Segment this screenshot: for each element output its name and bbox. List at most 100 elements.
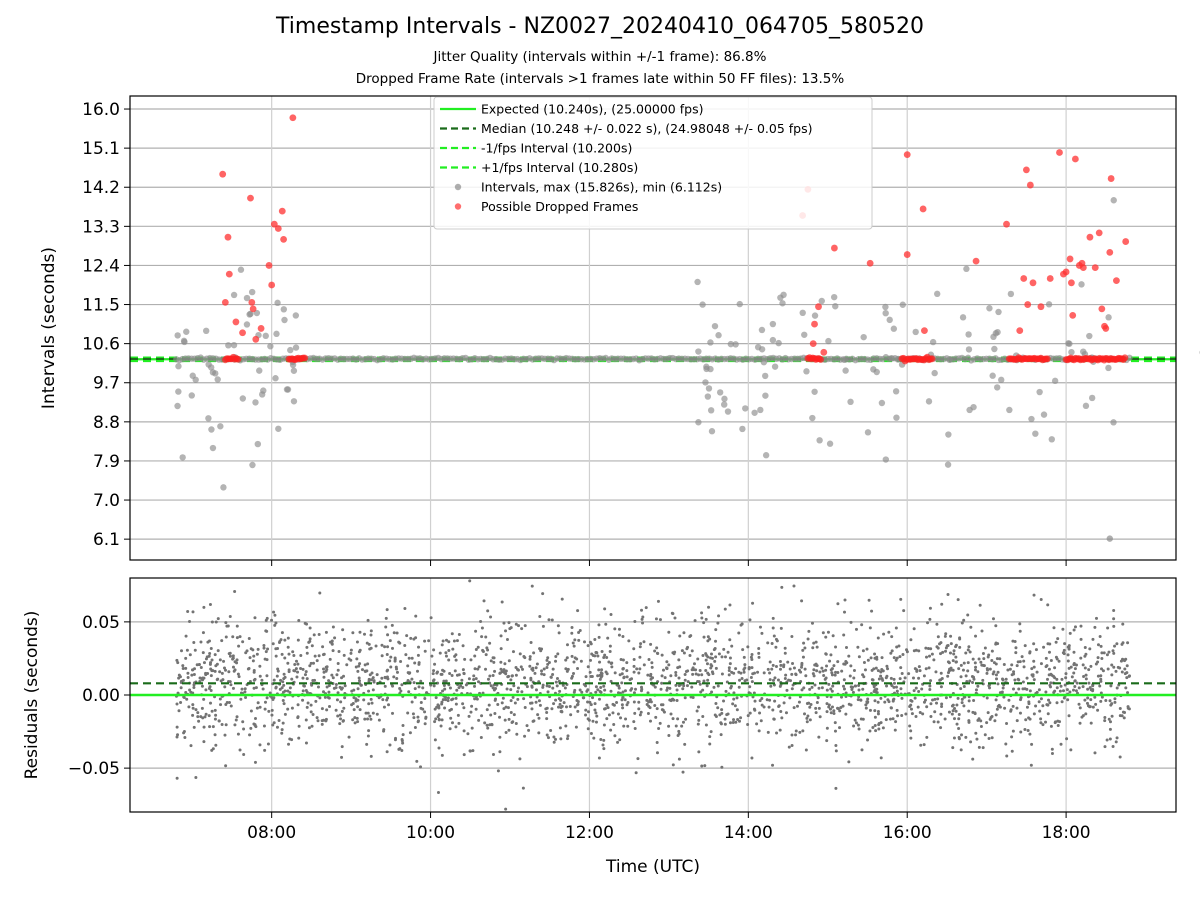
residual-point bbox=[667, 663, 671, 667]
residual-point bbox=[369, 754, 373, 758]
residual-point bbox=[925, 705, 929, 709]
residual-point bbox=[889, 651, 893, 655]
residual-point bbox=[198, 676, 202, 680]
residual-point bbox=[533, 671, 537, 675]
residual-point bbox=[708, 637, 712, 641]
residual-point bbox=[944, 696, 948, 700]
interval-point bbox=[711, 322, 719, 330]
residual-point bbox=[323, 695, 327, 699]
residual-point bbox=[1004, 677, 1008, 681]
residual-point bbox=[877, 721, 881, 725]
residual-point bbox=[776, 678, 780, 682]
residual-point bbox=[677, 676, 681, 680]
y-tick-label: 0.05 bbox=[82, 613, 120, 633]
residual-point bbox=[671, 612, 675, 616]
residual-point bbox=[295, 659, 299, 663]
residual-point bbox=[188, 688, 192, 692]
residual-point bbox=[944, 649, 948, 653]
residual-point bbox=[729, 686, 733, 690]
residual-point bbox=[182, 695, 186, 699]
interval-point bbox=[243, 294, 251, 302]
residual-point bbox=[780, 716, 784, 720]
residual-point bbox=[515, 732, 519, 736]
residual-point bbox=[262, 724, 266, 728]
residual-point bbox=[454, 725, 458, 729]
residual-point bbox=[384, 616, 388, 620]
residual-point bbox=[1004, 742, 1008, 746]
interval-point bbox=[769, 320, 777, 328]
residual-point bbox=[851, 690, 855, 694]
residual-point bbox=[634, 687, 638, 691]
interval-point bbox=[893, 414, 900, 421]
residual-point bbox=[977, 745, 981, 749]
residual-point bbox=[790, 733, 794, 737]
residual-point bbox=[622, 724, 626, 728]
residual-point bbox=[311, 713, 315, 717]
residual-point bbox=[1055, 677, 1059, 681]
residual-point bbox=[597, 756, 601, 760]
residual-point bbox=[737, 670, 741, 674]
residual-point bbox=[363, 669, 367, 673]
residual-point bbox=[1094, 702, 1098, 706]
residual-point bbox=[500, 701, 504, 705]
residual-point bbox=[554, 737, 558, 741]
residual-point bbox=[1126, 641, 1130, 645]
residual-point bbox=[434, 717, 438, 721]
residual-point bbox=[624, 717, 628, 721]
residual-point bbox=[1010, 735, 1014, 739]
residual-point bbox=[349, 651, 353, 655]
residual-point bbox=[273, 623, 277, 627]
residual-point bbox=[523, 656, 527, 660]
residual-point bbox=[909, 699, 913, 703]
residual-point bbox=[296, 670, 300, 674]
residual-point bbox=[850, 687, 854, 691]
residual-point bbox=[779, 710, 783, 714]
residual-point bbox=[872, 685, 876, 689]
residual-point bbox=[254, 686, 258, 690]
residual-point bbox=[602, 723, 606, 727]
residual-point bbox=[411, 712, 415, 716]
residual-point bbox=[947, 710, 951, 714]
residual-point bbox=[413, 687, 417, 691]
dropped-frame-point bbox=[252, 335, 260, 343]
interval-point bbox=[873, 368, 880, 376]
residual-point bbox=[209, 688, 213, 692]
residual-point bbox=[461, 685, 465, 689]
interval-point bbox=[751, 409, 758, 416]
residual-point bbox=[800, 661, 804, 665]
residual-point bbox=[493, 669, 497, 673]
residual-point bbox=[523, 734, 527, 738]
interval-point bbox=[762, 392, 769, 399]
residual-point bbox=[476, 667, 480, 671]
residual-point bbox=[223, 668, 227, 672]
residual-point bbox=[654, 617, 658, 621]
residual-point bbox=[825, 702, 829, 706]
residual-point bbox=[681, 770, 685, 774]
residual-point bbox=[322, 652, 326, 656]
residual-point bbox=[290, 738, 294, 742]
residual-point bbox=[380, 676, 384, 680]
interval-point bbox=[237, 266, 245, 273]
residual-point bbox=[366, 717, 370, 721]
residual-point bbox=[351, 718, 355, 722]
residual-point bbox=[593, 708, 597, 712]
residual-point bbox=[594, 690, 598, 694]
residual-point bbox=[634, 771, 638, 775]
residual-point bbox=[272, 721, 276, 725]
residual-point bbox=[806, 714, 810, 718]
residual-point bbox=[505, 687, 509, 691]
residual-point bbox=[973, 668, 977, 672]
residual-point bbox=[640, 687, 644, 691]
residual-point bbox=[288, 686, 292, 690]
residual-point bbox=[790, 743, 794, 747]
residual-point bbox=[847, 760, 851, 764]
residual-point bbox=[516, 690, 520, 694]
residual-point bbox=[843, 610, 847, 614]
residual-point bbox=[1010, 663, 1014, 667]
residual-point bbox=[375, 712, 379, 716]
interval-point bbox=[695, 348, 702, 355]
residual-point bbox=[973, 661, 977, 665]
residual-point bbox=[468, 579, 472, 583]
residual-point bbox=[760, 703, 764, 707]
